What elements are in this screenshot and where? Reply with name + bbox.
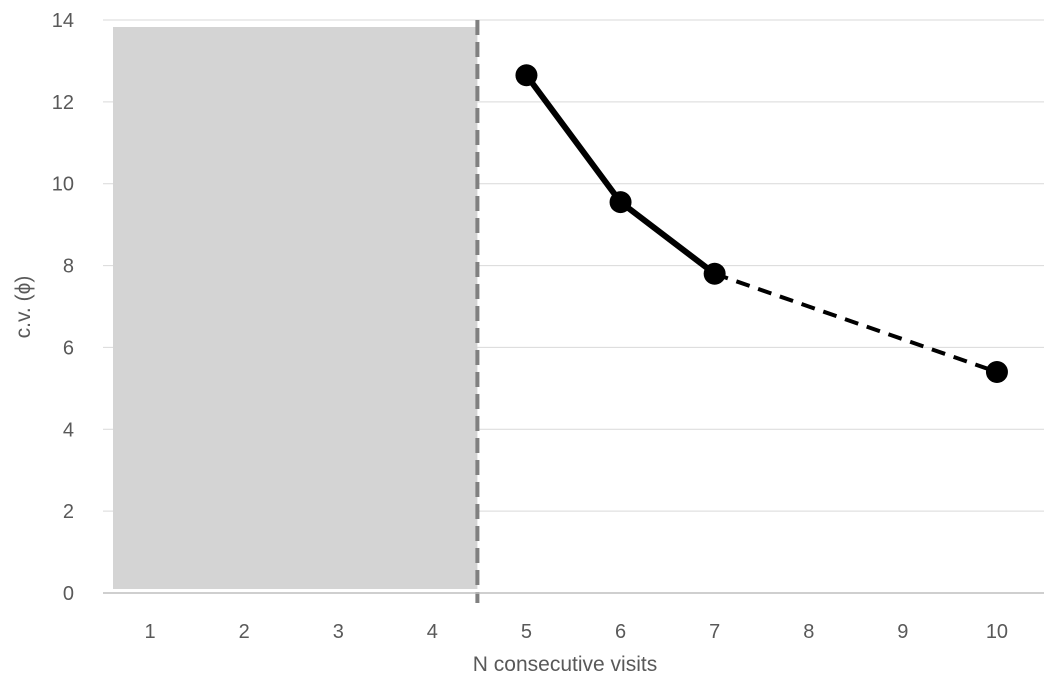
x-axis-title: N consecutive visits	[473, 653, 657, 676]
x-tick-label: 10	[986, 621, 1008, 643]
y-tick-labels: 0 2 4 6 8 10 12 14	[52, 10, 74, 605]
y-tick-label: 12	[52, 92, 74, 114]
y-axis-title: c.v. (ϕ)	[12, 276, 35, 339]
x-tick-label: 6	[615, 621, 626, 643]
y-tick-label: 4	[63, 419, 74, 441]
data-point	[985, 360, 1008, 383]
shaded-region	[113, 27, 478, 589]
data-point	[703, 262, 726, 285]
x-tick-label: 9	[897, 621, 908, 643]
x-tick-label: 2	[239, 621, 250, 643]
series-lines	[523, 72, 998, 374]
x-tick-label: 3	[333, 621, 344, 643]
series-segment	[713, 271, 998, 374]
series-points	[515, 64, 1008, 383]
x-tick-label: 5	[521, 621, 532, 643]
y-tick-label: 10	[52, 174, 74, 196]
data-point	[609, 191, 632, 214]
x-tick-label: 4	[427, 621, 438, 643]
y-tick-label: 0	[63, 583, 74, 605]
y-tick-label: 8	[63, 256, 74, 278]
series-segment	[617, 199, 718, 277]
x-tick-label: 7	[709, 621, 720, 643]
y-tick-label: 6	[63, 337, 74, 359]
x-tick-labels: 1 2 3 4 5 6 7 8 9 10	[144, 621, 1008, 643]
series-segment	[523, 72, 624, 206]
data-point	[515, 64, 538, 87]
x-tick-label: 1	[144, 621, 155, 643]
shaded-rect	[113, 27, 478, 589]
y-tick-label: 2	[63, 501, 74, 523]
x-tick-label: 8	[803, 621, 814, 643]
y-tick-label: 14	[52, 10, 74, 32]
